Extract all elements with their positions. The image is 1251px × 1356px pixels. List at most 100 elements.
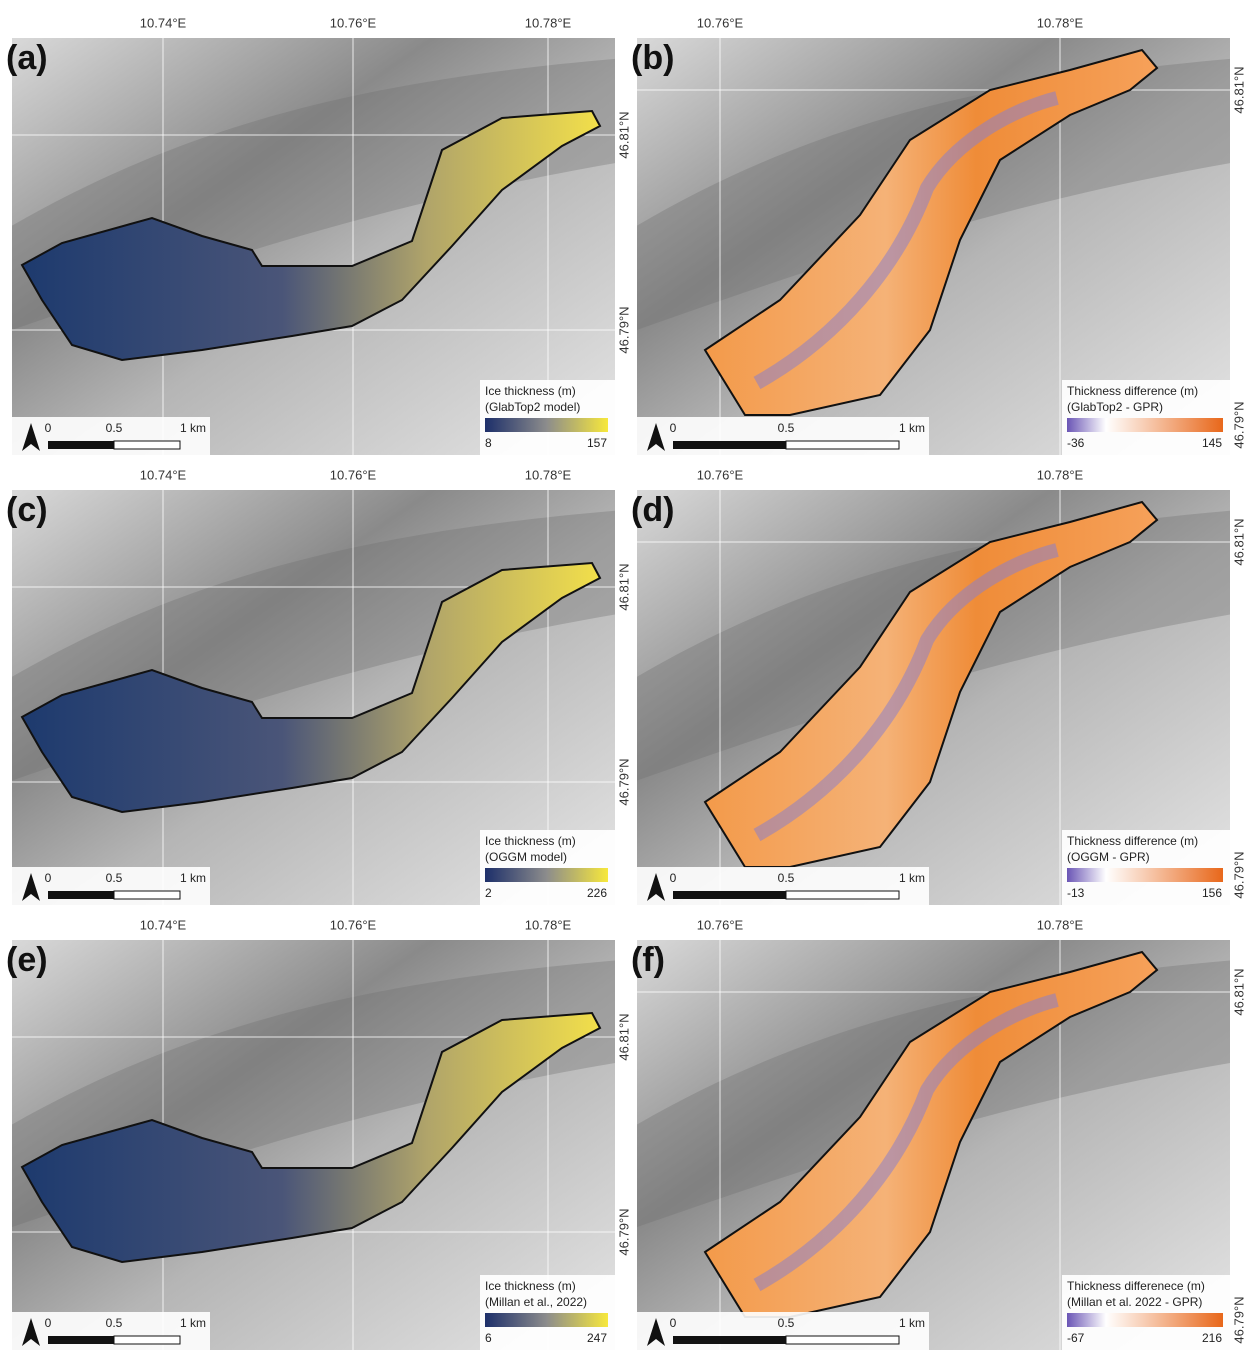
longitude-label: 10.78°E [1037, 917, 1084, 932]
scale-label: 0 [45, 1316, 52, 1330]
longitude-label: 10.76°E [330, 467, 377, 482]
panel-label: (c) [6, 491, 48, 529]
scale-white [786, 441, 899, 449]
scale-white [786, 1336, 899, 1344]
legend-title: Ice thickness (m) [485, 384, 576, 398]
panel-label: (a) [6, 39, 48, 77]
panel-label: (e) [6, 941, 48, 979]
legend-title: Thickness differenece (m) [1067, 1279, 1205, 1293]
legend-max: 157 [587, 436, 607, 450]
panel-label: (f) [631, 941, 665, 979]
longitude-label: 10.74°E [140, 917, 187, 932]
legend-subtitle: (OGGM model) [485, 850, 567, 864]
scale-black [48, 891, 114, 899]
latitude-label: 46.81°N [1231, 66, 1246, 113]
longitude-label: 10.74°E [140, 15, 187, 30]
scale-label: 1 km [899, 871, 925, 885]
latitude-label: 46.81°N [1231, 518, 1246, 565]
legend-title: Ice thickness (m) [485, 834, 576, 848]
figure: 10.74°E 10.76°E 10.78°E 46.81°N 46.79°N (a) Ic… [0, 0, 1251, 1356]
scale-label: 0.5 [106, 421, 123, 435]
longitude-label: 10.78°E [1037, 467, 1084, 482]
scale-label: 0 [670, 421, 677, 435]
legend-min: 8 [485, 436, 492, 450]
longitude-label: 10.76°E [330, 15, 377, 30]
latitude-label: 46.79°N [616, 306, 631, 353]
legend-min: 2 [485, 886, 492, 900]
longitude-label: 10.76°E [697, 467, 744, 482]
panel-label: (d) [631, 491, 674, 529]
legend-max: 226 [587, 886, 607, 900]
colorbar [485, 1313, 608, 1327]
latitude-label: 46.79°N [616, 1208, 631, 1255]
legend-max: 156 [1202, 886, 1222, 900]
scale-label: 1 km [899, 1316, 925, 1330]
colorbar [1067, 1313, 1223, 1327]
scale-label: 0.5 [106, 871, 123, 885]
latitude-label: 46.79°N [1231, 851, 1246, 898]
colorbar [1067, 418, 1223, 432]
colorbar [485, 418, 608, 432]
legend-min: 6 [485, 1331, 492, 1345]
legend-min: -67 [1067, 1331, 1085, 1345]
latitude-label: 46.79°N [616, 758, 631, 805]
legend-max: 145 [1202, 436, 1222, 450]
scale-label: 0 [45, 421, 52, 435]
scale-label: 0 [670, 871, 677, 885]
scale-black [48, 1336, 114, 1344]
scale-white [114, 1336, 180, 1344]
longitude-label: 10.76°E [697, 15, 744, 30]
legend-max: 247 [587, 1331, 607, 1345]
scale-white [114, 891, 180, 899]
longitude-label: 10.76°E [330, 917, 377, 932]
latitude-label: 46.79°N [1231, 1296, 1246, 1343]
map-panel: 10.76°E 10.78°E 46.81°N 46.79°N (f) Thickness… [631, 917, 1246, 1350]
longitude-label: 10.74°E [140, 467, 187, 482]
legend-title: Thickness difference (m) [1067, 384, 1198, 398]
scale-label: 1 km [899, 421, 925, 435]
scale-black [48, 441, 114, 449]
map-panel: 10.74°E 10.76°E 10.78°E 46.81°N 46.79°N (a) Ic… [6, 15, 631, 455]
legend-min: -36 [1067, 436, 1085, 450]
scale-black [673, 441, 786, 449]
scale-label: 0.5 [778, 1316, 795, 1330]
scale-label: 1 km [180, 1316, 206, 1330]
legend-subtitle: (Millan et al., 2022) [485, 1295, 587, 1309]
legend-title: Ice thickness (m) [485, 1279, 576, 1293]
map-panel: 10.76°E 10.78°E 46.81°N 46.79°N (b) Thickness… [631, 15, 1246, 455]
legend-title: Thickness difference (m) [1067, 834, 1198, 848]
legend-subtitle: (Millan et al. 2022 - GPR) [1067, 1295, 1202, 1309]
latitude-label: 46.79°N [1231, 401, 1246, 448]
map-panel: 10.74°E 10.76°E 10.78°E 46.81°N 46.79°N (c) Ic… [6, 467, 631, 905]
scale-label: 0 [45, 871, 52, 885]
longitude-label: 10.78°E [525, 917, 572, 932]
scale-black [673, 891, 786, 899]
scale-label: 0 [670, 1316, 677, 1330]
latitude-label: 46.81°N [616, 111, 631, 158]
scale-label: 1 km [180, 421, 206, 435]
scale-label: 0.5 [778, 871, 795, 885]
map-panel: 10.76°E 10.78°E 46.81°N 46.79°N (d) Thickness… [631, 467, 1246, 905]
scale-white [114, 441, 180, 449]
colorbar [1067, 868, 1223, 882]
legend-subtitle: (OGGM - GPR) [1067, 850, 1150, 864]
legend-subtitle: (GlabTop2 - GPR) [1067, 400, 1163, 414]
longitude-label: 10.78°E [525, 15, 572, 30]
legend-subtitle: (GlabTop2 model) [485, 400, 580, 414]
longitude-label: 10.78°E [525, 467, 572, 482]
legend-min: -13 [1067, 886, 1085, 900]
scale-black [673, 1336, 786, 1344]
map-panel: 10.74°E 10.76°E 10.78°E 46.81°N 46.79°N (e) Ic… [6, 917, 631, 1350]
scale-white [786, 891, 899, 899]
longitude-label: 10.76°E [697, 917, 744, 932]
longitude-label: 10.78°E [1037, 15, 1084, 30]
scale-label: 1 km [180, 871, 206, 885]
latitude-label: 46.81°N [1231, 968, 1246, 1015]
legend-max: 216 [1202, 1331, 1222, 1345]
scale-label: 0.5 [778, 421, 795, 435]
scale-label: 0.5 [106, 1316, 123, 1330]
latitude-label: 46.81°N [616, 1013, 631, 1060]
latitude-label: 46.81°N [616, 563, 631, 610]
colorbar [485, 868, 608, 882]
panel-label: (b) [631, 39, 674, 77]
